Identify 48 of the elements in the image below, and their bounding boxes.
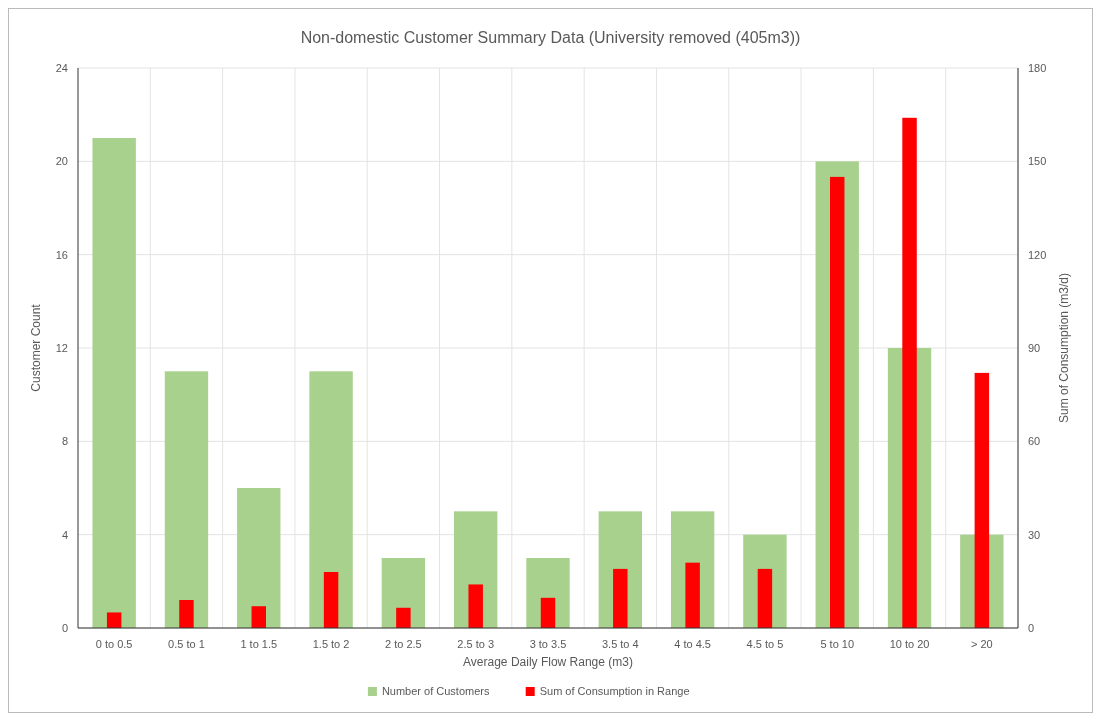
y2-tick-label: 180 [1028,61,1047,74]
legend-label: Number of Customers [381,685,490,697]
bar [685,562,700,628]
bar [92,138,136,628]
x-tick-label: 2 to 2.5 [385,638,422,650]
bar [396,607,411,628]
y2-tick-label: 150 [1028,155,1047,168]
y2-tick-label: 120 [1028,248,1047,261]
bar [540,597,556,628]
bar [237,488,281,628]
y2-tick-label: 60 [1028,435,1041,448]
x-tick-label: > 20 [970,638,993,650]
y2-tick-label: 0 [1028,621,1035,634]
y-tick-label: 24 [55,61,68,74]
bar [164,371,209,628]
x-tick-label: 4.5 to 5 [746,638,784,650]
x-tick-label: 0.5 to 1 [168,638,205,650]
y-tick-label: 20 [55,155,68,168]
y-tick-label: 4 [61,528,68,541]
x-tick-label: 3 to 3.5 [529,638,567,650]
x-tick-label: 1 to 1.5 [240,638,278,650]
x-tick-label: 0 to 0.5 [95,638,133,650]
x-tick-label: 3.5 to 4 [601,638,639,650]
y-tick-label: 8 [61,435,68,448]
x-tick-label: 4 to 4.5 [674,638,711,650]
y2-axis-title: Sum of Consumption (m3/d) [1057,272,1071,424]
y2-tick-label: 30 [1028,528,1041,541]
bar [323,572,339,628]
y-tick-label: 12 [55,341,68,354]
bar [106,612,122,628]
x-axis-title: Average Daily Flow Range (m3) [463,655,633,669]
bar [179,600,194,628]
x-tick-label: 1.5 to 2 [312,638,350,650]
bar [381,558,426,628]
legend-label: Sum of Consumption in Range [539,685,690,697]
y-axis-title: Customer Count [29,303,43,392]
bar [251,606,266,628]
bar [757,568,773,628]
y-tick-label: 16 [55,248,68,261]
x-tick-label: 2.5 to 3 [457,638,495,650]
x-tick-label: 5 to 10 [820,638,855,650]
bar [309,371,353,628]
y-tick-label: 0 [61,621,68,634]
bar [613,568,628,628]
y2-tick-label: 90 [1028,341,1041,354]
x-tick-label: 10 to 20 [889,638,930,650]
chart-title: Non-domestic Customer Summary Data (University removed (405m3)) [300,29,801,46]
bar [468,584,483,628]
